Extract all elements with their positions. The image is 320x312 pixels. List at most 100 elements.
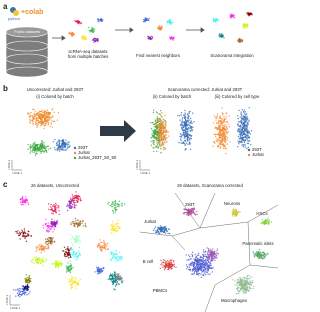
panel-label: a bbox=[3, 2, 8, 11]
point bbox=[192, 126, 194, 128]
point bbox=[233, 16, 236, 18]
point bbox=[70, 263, 72, 265]
point bbox=[85, 225, 87, 228]
point bbox=[159, 135, 161, 138]
point bbox=[241, 40, 243, 42]
point bbox=[191, 263, 193, 265]
point bbox=[233, 215, 236, 217]
point bbox=[195, 270, 197, 272]
point bbox=[109, 275, 111, 277]
point bbox=[46, 111, 48, 114]
point bbox=[202, 260, 204, 262]
point bbox=[18, 287, 20, 290]
point bbox=[246, 117, 249, 120]
point bbox=[238, 121, 240, 123]
point bbox=[255, 255, 257, 257]
point bbox=[241, 121, 243, 123]
cluster-boundaries bbox=[139, 192, 279, 312]
point bbox=[241, 144, 243, 146]
point bbox=[154, 132, 156, 134]
point bbox=[200, 273, 202, 275]
point bbox=[162, 122, 164, 124]
point bbox=[248, 132, 250, 134]
point bbox=[76, 222, 78, 224]
point bbox=[65, 265, 67, 267]
point bbox=[63, 149, 65, 151]
point bbox=[53, 147, 56, 149]
point bbox=[66, 269, 68, 271]
point bbox=[47, 231, 49, 233]
point bbox=[156, 118, 158, 120]
point bbox=[116, 277, 119, 280]
point bbox=[77, 226, 79, 228]
point bbox=[30, 147, 32, 149]
point bbox=[195, 260, 197, 262]
point bbox=[26, 278, 28, 281]
point bbox=[70, 242, 73, 244]
point bbox=[161, 125, 164, 127]
point bbox=[71, 279, 73, 281]
point bbox=[246, 12, 248, 14]
point bbox=[184, 149, 186, 151]
point bbox=[247, 288, 249, 291]
point bbox=[194, 253, 196, 256]
point bbox=[47, 245, 50, 247]
point bbox=[185, 209, 187, 211]
point bbox=[187, 214, 189, 216]
point bbox=[253, 256, 256, 258]
point bbox=[48, 148, 50, 150]
point bbox=[243, 120, 245, 122]
point bbox=[187, 117, 189, 120]
legend-label: Jurkat bbox=[78, 150, 91, 155]
point bbox=[17, 289, 19, 291]
point bbox=[26, 294, 28, 296]
point bbox=[116, 225, 119, 228]
point bbox=[71, 35, 74, 37]
point bbox=[252, 287, 254, 290]
point bbox=[114, 254, 117, 256]
point bbox=[236, 284, 238, 286]
point bbox=[199, 257, 201, 259]
point bbox=[192, 268, 194, 271]
point bbox=[192, 211, 194, 213]
point bbox=[169, 19, 171, 21]
point bbox=[51, 209, 53, 211]
point bbox=[165, 136, 167, 139]
point bbox=[163, 268, 166, 271]
point bbox=[164, 232, 167, 235]
point bbox=[52, 231, 54, 233]
point bbox=[158, 120, 160, 122]
point bbox=[199, 266, 201, 269]
point bbox=[69, 280, 71, 282]
point bbox=[82, 37, 84, 40]
point bbox=[92, 31, 94, 33]
point bbox=[54, 211, 57, 213]
point bbox=[114, 271, 116, 273]
point bbox=[79, 23, 81, 25]
point bbox=[160, 126, 162, 128]
point bbox=[95, 39, 97, 42]
point bbox=[35, 154, 37, 156]
point bbox=[219, 128, 221, 130]
point bbox=[21, 201, 23, 203]
point bbox=[160, 136, 163, 139]
point bbox=[246, 130, 249, 133]
point bbox=[158, 127, 161, 129]
point bbox=[91, 39, 94, 41]
point bbox=[185, 133, 187, 136]
point bbox=[243, 279, 245, 282]
point bbox=[33, 113, 35, 115]
point bbox=[80, 22, 83, 24]
point bbox=[242, 279, 244, 281]
point bbox=[58, 146, 60, 149]
point bbox=[35, 258, 37, 260]
point bbox=[44, 223, 46, 225]
point bbox=[168, 135, 170, 137]
point bbox=[178, 141, 180, 144]
point bbox=[167, 131, 169, 133]
point bbox=[180, 142, 182, 144]
point bbox=[112, 210, 114, 213]
point bbox=[97, 18, 100, 20]
point bbox=[234, 213, 236, 215]
point bbox=[187, 114, 189, 116]
